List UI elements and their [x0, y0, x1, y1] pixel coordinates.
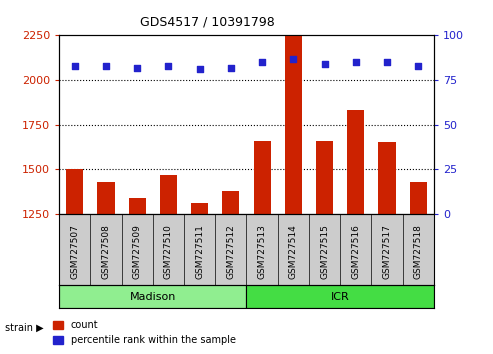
- Text: GSM727508: GSM727508: [102, 224, 110, 279]
- Point: [133, 65, 141, 70]
- Bar: [191, 203, 208, 214]
- Text: GSM727516: GSM727516: [352, 224, 360, 279]
- Text: GSM727517: GSM727517: [383, 224, 391, 279]
- Point: [289, 56, 297, 62]
- Point: [352, 59, 360, 65]
- Text: strain ▶: strain ▶: [5, 322, 43, 332]
- Point: [414, 63, 422, 69]
- Text: GSM727512: GSM727512: [226, 224, 235, 279]
- Text: GSM727509: GSM727509: [133, 224, 141, 279]
- Text: GSM727513: GSM727513: [258, 224, 267, 279]
- Bar: [253, 141, 271, 214]
- Bar: [285, 35, 302, 214]
- Bar: [66, 169, 83, 214]
- Text: GSM727510: GSM727510: [164, 224, 173, 279]
- Point: [196, 67, 204, 72]
- Legend: count, percentile rank within the sample: count, percentile rank within the sample: [49, 316, 240, 349]
- Point: [71, 63, 79, 69]
- Text: GSM727514: GSM727514: [289, 224, 298, 279]
- Bar: [98, 182, 114, 214]
- Text: GSM727511: GSM727511: [195, 224, 204, 279]
- Point: [102, 63, 110, 69]
- Bar: [347, 110, 364, 214]
- Point: [165, 63, 173, 69]
- Bar: [246, 285, 434, 308]
- Point: [320, 61, 328, 67]
- Bar: [410, 182, 427, 214]
- Point: [383, 59, 391, 65]
- Text: GSM727518: GSM727518: [414, 224, 423, 279]
- Bar: [160, 175, 177, 214]
- Text: GSM727507: GSM727507: [70, 224, 79, 279]
- Bar: [129, 198, 146, 214]
- Text: ICR: ICR: [331, 292, 350, 302]
- Text: GSM727515: GSM727515: [320, 224, 329, 279]
- Text: Madison: Madison: [130, 292, 176, 302]
- Bar: [379, 142, 395, 214]
- Text: GDS4517 / 10391798: GDS4517 / 10391798: [140, 15, 275, 28]
- Bar: [316, 141, 333, 214]
- Bar: [222, 191, 240, 214]
- Bar: [59, 285, 246, 308]
- Point: [227, 65, 235, 70]
- Point: [258, 59, 266, 65]
